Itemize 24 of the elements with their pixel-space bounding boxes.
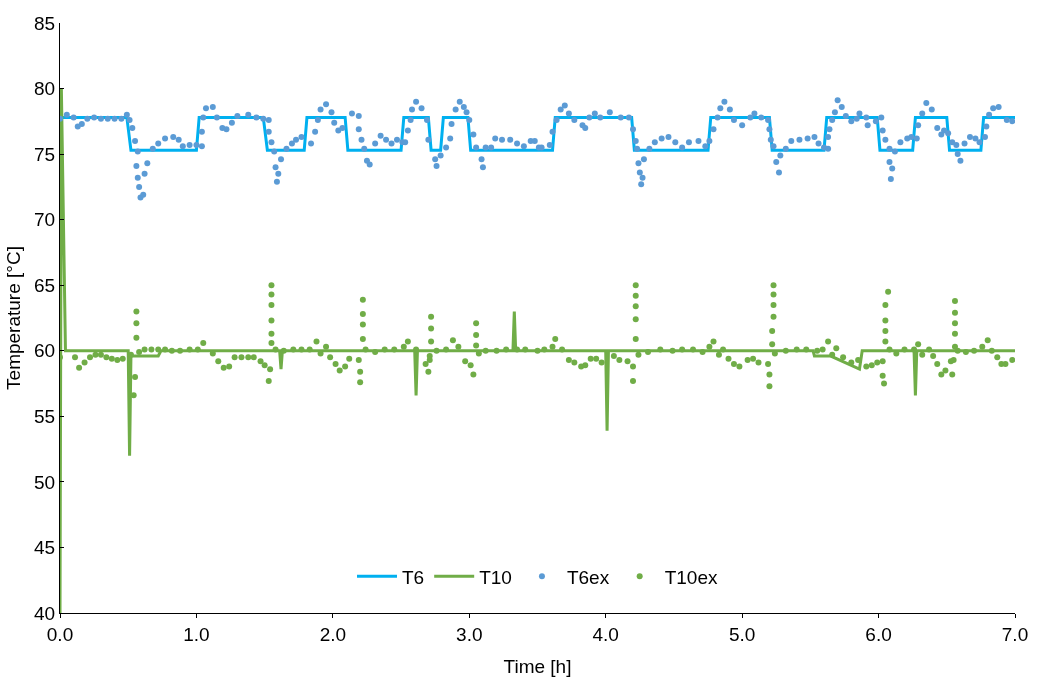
y-tick-label: 45 [34,537,56,559]
y-tick-label: 75 [34,143,56,165]
x-tick-label: 1.0 [183,623,210,645]
legend-label: T6ex [566,566,610,588]
y-tick-label: 80 [34,78,56,100]
y-tick-label: 50 [34,471,56,493]
legend-label: T10 [479,566,512,588]
legend-label: T6 [402,566,425,588]
x-tick-label: 5.0 [728,623,756,645]
x-tick-label: 0.0 [46,623,74,645]
y-axis-title: Temperature [°C] [2,246,24,390]
x-tick-label: 4.0 [592,623,619,645]
y-tick-label: 65 [34,274,56,296]
y-tick-label: 40 [34,602,56,624]
x-tick-label: 7.0 [1001,623,1029,645]
x-tick-label: 6.0 [865,623,892,645]
y-tick-label: 55 [34,405,56,427]
x-tick-label: 3.0 [456,623,483,645]
y-tick-label: 60 [34,340,56,362]
x-axis-title: Time [h] [503,655,572,677]
y-tick-label: 70 [34,209,56,231]
x-tick-label: 2.0 [319,623,347,645]
legend-label: T10ex [664,566,718,588]
y-tick-label: 85 [34,12,56,34]
